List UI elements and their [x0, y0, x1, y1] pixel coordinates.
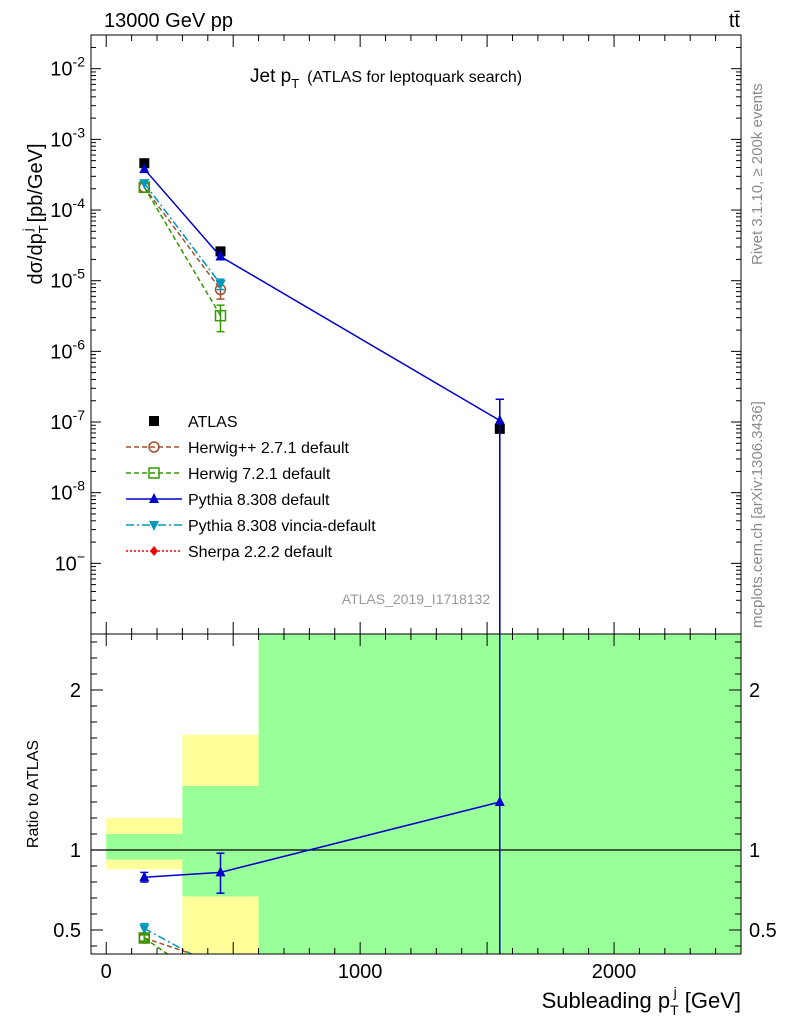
uncertainty-band-inner — [106, 834, 183, 860]
ratio-series-pythia — [139, 634, 505, 954]
series-vincia — [139, 179, 226, 291]
mcplots-label: mcplots.cern.ch [arXiv:1306.3436] — [749, 401, 766, 628]
ratio-frame — [90, 633, 742, 955]
y-tick-label: 10-3 — [50, 124, 85, 151]
x-tick-label: 0 — [101, 961, 112, 983]
legend-marker — [148, 467, 160, 479]
legend-marker — [150, 546, 158, 556]
legend-label: Herwig 7.2.1 default — [188, 466, 331, 483]
series-pythia — [139, 163, 505, 634]
rivet-label: Rivet 3.1.10, ≥ 200k events — [749, 83, 766, 265]
ratio-y-tick-label: 2 — [70, 680, 81, 702]
series-line — [143, 182, 222, 285]
ratio-point — [215, 866, 226, 877]
series-line — [143, 186, 222, 317]
data-point — [214, 309, 227, 322]
legend-marker — [149, 521, 159, 531]
legend: ATLAS Herwig++ 2.7.1 default Herwig 7.2.1 … — [126, 414, 376, 561]
ratio-y-tick-label-right: 0.5 — [749, 920, 777, 942]
legend-marker — [148, 441, 160, 453]
data-point — [139, 163, 150, 174]
ratio-point — [494, 796, 505, 806]
x-axis-label: Subleading pTj [GeV] — [542, 984, 741, 1018]
data-point — [215, 250, 226, 261]
series-herwigpp — [138, 181, 227, 300]
legend-label: Pythia 8.308 default — [188, 492, 330, 509]
header-right: tt̄ — [729, 10, 741, 32]
ratio-panel: 0.5 0.5 1 1 2 2 0 1000 2000 Ratio to ATLAS Sublead… — [25, 633, 777, 1018]
y-tick-label: 10-2 — [50, 54, 85, 81]
main-panel: 10-2 10-3 10-4 10-5 10-6 10-7 10-8 10− Jet pT (AT… — [20, 34, 742, 635]
ratio-series-herwig7 — [138, 932, 225, 996]
data-point — [494, 414, 505, 425]
x-tick-label: 1000 — [338, 961, 383, 983]
legend-label: ATLAS — [188, 414, 238, 431]
y-tick-label: 10− — [55, 548, 85, 575]
y-tick-label: 10-6 — [50, 336, 85, 363]
series-atlas — [139, 158, 505, 634]
chart-title: Jet pT (ATLAS for leptoquark search) — [250, 66, 522, 91]
data-point — [215, 279, 226, 290]
legend-marker — [149, 493, 159, 503]
ratio-y-tick-label: 0.5 — [53, 920, 81, 942]
ratio-y-tick-label-right: 1 — [749, 840, 760, 862]
y-tick-label: 10-4 — [50, 195, 85, 222]
legend-marker — [149, 416, 159, 426]
header-left: 13000 GeV pp — [104, 10, 233, 32]
y-tick-label: 10-5 — [50, 266, 85, 293]
x-tick-label: 2000 — [592, 961, 637, 983]
ratio-point — [215, 966, 225, 976]
ratio-point — [139, 871, 150, 882]
series-herwig7 — [138, 181, 227, 333]
analysis-watermark: ATLAS_2019_I1718132 — [342, 591, 491, 607]
y-tick-label: 10-7 — [50, 407, 85, 434]
ratio-point — [215, 959, 225, 969]
ratio-point — [215, 986, 225, 996]
legend-label: Sherpa 2.2.2 default — [188, 544, 333, 561]
legend-label: Pythia 8.308 vincia-default — [188, 518, 376, 535]
ratio-y-axis-label: Ratio to ATLAS — [25, 740, 42, 848]
legend-label: Herwig++ 2.7.1 default — [188, 440, 350, 457]
y-tick-label: 10-8 — [50, 478, 85, 505]
series-line — [143, 168, 501, 422]
y-axis-label: dσ/dpTj[pb/GeV] — [20, 143, 51, 284]
ratio-point — [139, 924, 150, 935]
series-line — [143, 186, 222, 290]
ratio-y-tick-label: 1 — [70, 840, 81, 862]
ratio-point — [138, 932, 151, 944]
data-point — [139, 179, 150, 190]
ratio-y-tick-label-right: 2 — [749, 680, 760, 702]
